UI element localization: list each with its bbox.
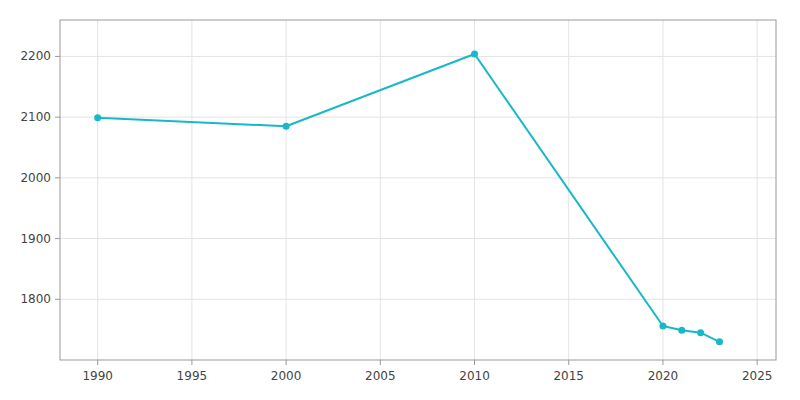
grid-line-x — [757, 20, 758, 360]
marker — [471, 51, 478, 58]
tick-label-x: 2025 — [742, 369, 773, 383]
marker — [659, 323, 666, 330]
tick-label-x: 2015 — [553, 369, 584, 383]
tick-mark-x — [757, 360, 758, 365]
chart-svg: 1990 1995 2000 2005 2010 2015 2020 2025 1800 1900… — [0, 0, 800, 400]
tick-label-x: 2020 — [648, 369, 679, 383]
marker — [94, 114, 101, 121]
tick-label-y: 1900 — [20, 232, 51, 246]
tick-mark-y — [55, 177, 60, 178]
tick-mark-x — [568, 360, 569, 365]
grid-line-y — [60, 117, 776, 118]
grid-line-x — [97, 20, 98, 360]
tick-label-y: 2100 — [20, 110, 51, 124]
line — [98, 54, 720, 342]
marker — [697, 329, 704, 336]
tick-mark-y — [55, 299, 60, 300]
tick-label-x: 2005 — [365, 369, 396, 383]
tick-mark-x — [474, 360, 475, 365]
marker — [716, 338, 723, 345]
plot-frame — [60, 20, 776, 360]
axes: 1990 1995 2000 2005 2010 2015 2020 2025 1800 1900… — [20, 49, 772, 383]
grid — [60, 20, 776, 360]
grid-line-x — [191, 20, 192, 360]
tick-label-y: 2000 — [20, 171, 51, 185]
tick-mark-x — [97, 360, 98, 365]
chart-container: 1990 1995 2000 2005 2010 2015 2020 2025 1800 1900… — [0, 0, 800, 400]
tick-label-x: 2010 — [459, 369, 490, 383]
tick-mark-y — [55, 117, 60, 118]
grid-line-y — [60, 56, 776, 57]
tick-mark-y — [55, 56, 60, 57]
grid-line-x — [380, 20, 381, 360]
grid-line-x — [474, 20, 475, 360]
tick-label-x: 2000 — [271, 369, 302, 383]
grid-line-x — [662, 20, 663, 360]
tick-mark-y — [55, 238, 60, 239]
marker — [283, 123, 290, 130]
grid-line-y — [60, 177, 776, 178]
tick-label-x: 1995 — [177, 369, 208, 383]
grid-line-y — [60, 299, 776, 300]
tick-mark-x — [191, 360, 192, 365]
tick-label-y: 2200 — [20, 49, 51, 63]
tick-mark-x — [286, 360, 287, 365]
marker — [678, 327, 685, 334]
tick-mark-x — [662, 360, 663, 365]
grid-line-y — [60, 238, 776, 239]
grid-line-x — [286, 20, 287, 360]
tick-mark-x — [380, 360, 381, 365]
tick-label-y: 1800 — [20, 292, 51, 306]
tick-label-x: 1990 — [82, 369, 113, 383]
data-group — [94, 51, 723, 346]
